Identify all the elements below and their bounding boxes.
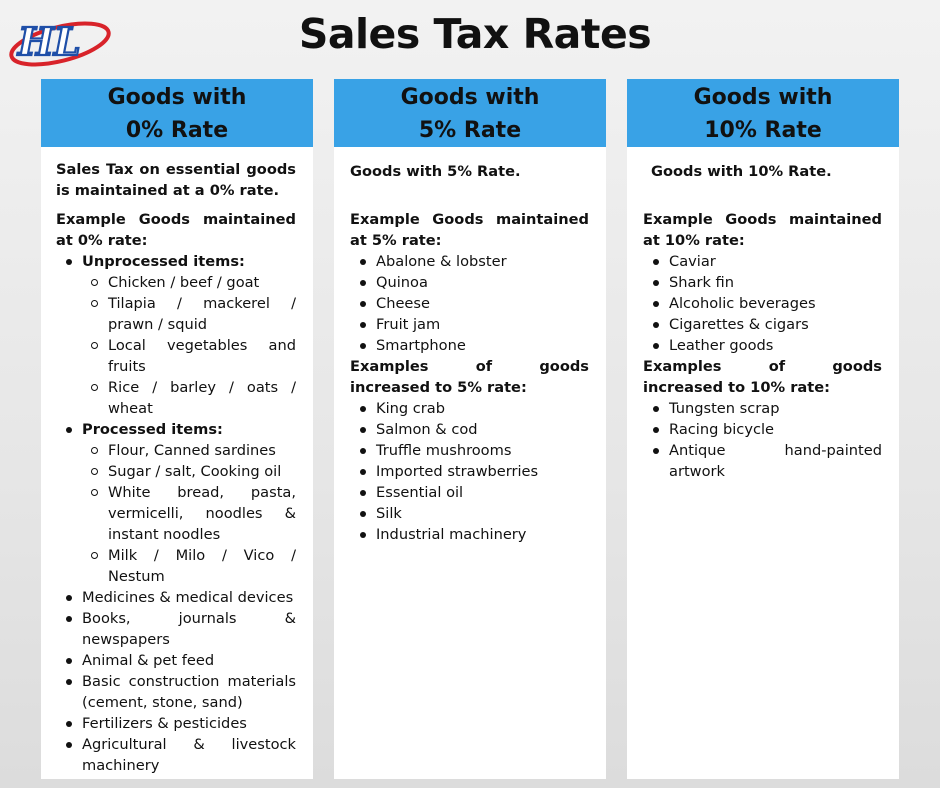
goods-list: Tungsten scrap Racing bicycle Antique ha… [643, 398, 882, 482]
list-item: Cigarettes & cigars [643, 314, 882, 335]
goods-list: Abalone & lobster Quinoa Cheese Fruit ja… [350, 251, 589, 356]
list-item: Rice / barley / oats / wheat [82, 377, 296, 419]
card-header-line2: 10% Rate [704, 118, 822, 143]
list-item: Fertilizers & pesticides [56, 713, 296, 734]
card-header-line2: 0% Rate [125, 118, 229, 143]
goods-list: Caviar Shark fin Alcoholic beverages Cig… [643, 251, 882, 356]
list-item: Smartphone [350, 335, 589, 356]
card-body: Sales Tax on essential goods is maintain… [41, 147, 313, 784]
list-item: Caviar [643, 251, 882, 272]
subheading-unprocessed: Unprocessed items: [82, 253, 245, 270]
card-intro: Sales Tax on essential goods is maintain… [56, 161, 296, 199]
card-header-10-percent: Goods with 10% Rate [627, 79, 899, 147]
list-item: Imported strawberries [350, 461, 589, 482]
list-item: Flour, Canned sardines [82, 440, 296, 461]
section-heading: Example Goods maintained at 0% rate: [56, 211, 296, 249]
page-title: Sales Tax Rates [298, 10, 652, 58]
list-item: Cheese [350, 293, 589, 314]
list-item: Basic construction materials (cement, st… [56, 671, 296, 713]
list-item: Silk [350, 503, 589, 524]
list-item: Tungsten scrap [643, 398, 882, 419]
list-item: Tilapia / mackerel / prawn / squid [82, 293, 296, 335]
list-item: Chicken / beef / goat [82, 272, 296, 293]
list-item: White bread, pasta, vermicelli, noodles … [82, 482, 296, 545]
list-item: Industrial machinery [350, 524, 589, 545]
list-item: Animal & pet feed [56, 650, 296, 671]
list-item: Local vegetables and fruits [82, 335, 296, 377]
list-item: Alcoholic beverages [643, 293, 882, 314]
card-intro: Goods with 5% Rate. [350, 163, 521, 180]
list-item: Antique hand-painted artwork [643, 440, 882, 482]
card-0-percent: Goods with 0% Rate Sales Tax on essentia… [41, 79, 313, 779]
list-item: Processed items: Flour, Canned sardines … [56, 419, 296, 587]
list-item: Sugar / salt, Cooking oil [82, 461, 296, 482]
card-header-line1: Goods with [400, 85, 540, 110]
card-body: Goods with 5% Rate. Example Goods mainta… [334, 147, 606, 553]
list-item: Essential oil [350, 482, 589, 503]
sub-list: Flour, Canned sardines Sugar / salt, Coo… [82, 440, 296, 587]
list-item: Agricultural & livestock machinery [56, 734, 296, 776]
list-item: Fruit jam [350, 314, 589, 335]
subheading-processed: Processed items: [82, 421, 223, 438]
sub-list: Chicken / beef / goat Tilapia / mackerel… [82, 272, 296, 419]
section-heading: Examples of goods increased to 10% rate: [643, 358, 882, 396]
card-header-line2: 5% Rate [418, 118, 522, 143]
list-item: Unprocessed items: Chicken / beef / goat… [56, 251, 296, 419]
list-item: Milk / Milo / Vico / Nestum [82, 545, 296, 587]
card-header-5-percent: Goods with 5% Rate [334, 79, 606, 147]
card-header-line1: Goods with [107, 85, 247, 110]
card-header-0-percent: Goods with 0% Rate [41, 79, 313, 147]
hl-logo: HL [9, 18, 111, 67]
list-item: Abalone & lobster [350, 251, 589, 272]
goods-list: King crab Salmon & cod Truffle mushrooms… [350, 398, 589, 545]
card-10-percent: Goods with 10% Rate Goods with 10% Rate.… [627, 79, 899, 779]
goods-list: Unprocessed items: Chicken / beef / goat… [56, 251, 296, 776]
list-item: Shark fin [643, 272, 882, 293]
list-item: Truffle mushrooms [350, 440, 589, 461]
card-5-percent: Goods with 5% Rate Goods with 5% Rate. E… [334, 79, 606, 779]
list-item: Books, journals & newspapers [56, 608, 296, 650]
list-item: Salmon & cod [350, 419, 589, 440]
card-header-line1: Goods with [693, 85, 833, 110]
section-heading: Examples of goods increased to 5% rate: [350, 358, 589, 396]
svg-text:HL: HL [17, 19, 81, 64]
list-item: Leather goods [643, 335, 882, 356]
list-item: King crab [350, 398, 589, 419]
list-item: Quinoa [350, 272, 589, 293]
list-item: Racing bicycle [643, 419, 882, 440]
section-heading: Example Goods maintained at 5% rate: [350, 211, 589, 249]
list-item: Medicines & medical devices [56, 587, 296, 608]
card-intro: Goods with 10% Rate. [651, 163, 832, 180]
section-heading: Example Goods maintained at 10% rate: [643, 211, 882, 249]
card-body: Goods with 10% Rate. Example Goods maint… [627, 147, 899, 490]
